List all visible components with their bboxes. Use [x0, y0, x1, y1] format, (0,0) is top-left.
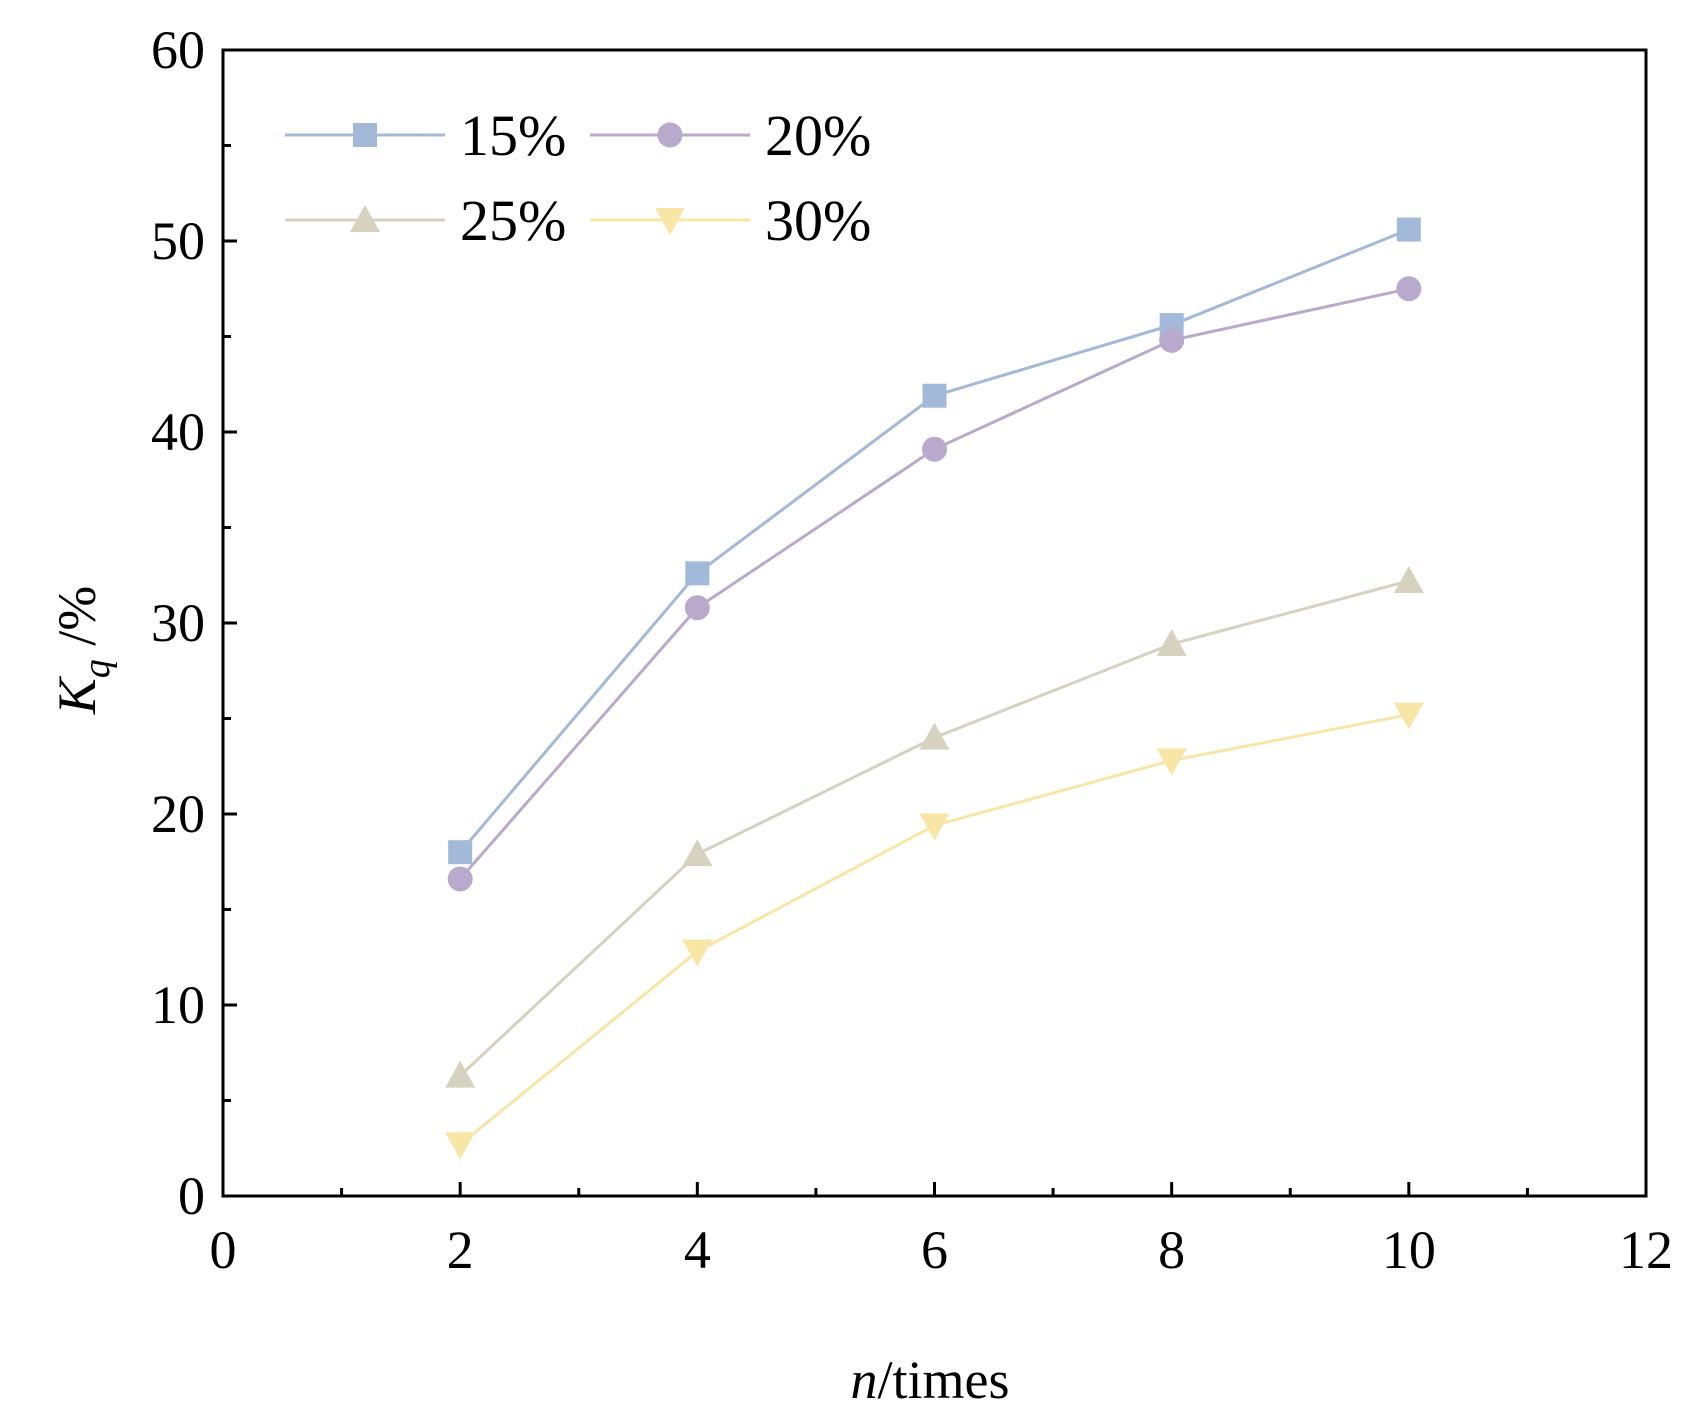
plot-frame	[221, 48, 1648, 1198]
series-line	[459, 713, 1410, 1146]
legend-label: 25%	[460, 188, 566, 253]
legend-marker	[350, 205, 380, 232]
series-4	[445, 702, 1424, 1160]
data-point	[682, 939, 713, 967]
series-line	[459, 287, 1410, 880]
data-point	[1393, 702, 1424, 730]
legend-marker	[655, 208, 685, 235]
data-point	[684, 595, 710, 621]
plot-area	[221, 48, 1648, 1198]
data-point	[1396, 276, 1422, 302]
legend: 15% 20% 25% 30%	[285, 103, 871, 253]
x-tick-label: 10	[1382, 1220, 1436, 1280]
legend-marker	[353, 123, 377, 147]
legend-item-3: 25%	[285, 188, 566, 253]
legend-label: 30%	[765, 188, 871, 253]
data-point	[919, 813, 950, 841]
y-axis-title: Kq /%	[47, 586, 118, 716]
series-layer	[445, 217, 1424, 1160]
series-3	[445, 565, 1424, 1088]
legend-label: 15%	[460, 103, 566, 168]
data-point	[922, 383, 947, 408]
x-tick-label: 12	[1619, 1220, 1673, 1280]
legend-marker	[657, 122, 683, 148]
series-1	[448, 217, 1421, 865]
data-point	[445, 1132, 476, 1160]
x-axis-title: n/times	[851, 1350, 1010, 1410]
data-point	[922, 436, 947, 462]
x-tick-label: 2	[447, 1220, 474, 1280]
y-tick-label: 60	[151, 20, 205, 80]
x-tick-label: 0	[210, 1220, 237, 1280]
y-tick-label: 40	[151, 402, 205, 462]
series-line	[459, 228, 1410, 854]
y-tick-label: 10	[151, 975, 205, 1035]
data-point	[685, 561, 710, 586]
x-axis: 0 2 4 6 8 10 12	[210, 1182, 1673, 1280]
data-point	[1159, 327, 1185, 353]
y-tick-label: 50	[151, 211, 205, 271]
y-tick-label: 30	[151, 593, 205, 653]
legend-item-1: 15%	[285, 103, 566, 168]
data-point	[1156, 629, 1187, 657]
data-point	[1396, 217, 1421, 242]
data-point	[1156, 748, 1187, 776]
series-2	[447, 276, 1422, 892]
y-tick-label: 20	[151, 784, 205, 844]
x-tick-label: 6	[921, 1220, 948, 1280]
legend-label: 20%	[765, 103, 871, 168]
data-point	[445, 1060, 476, 1088]
data-point	[1393, 565, 1424, 593]
x-tick-label: 4	[684, 1220, 711, 1280]
data-point	[919, 722, 950, 750]
y-tick-label: 0	[178, 1166, 205, 1226]
y-axis: 0 10 20 30 40 50 60	[151, 20, 237, 1226]
x-tick-label: 8	[1158, 1220, 1185, 1280]
data-point	[447, 866, 473, 892]
data-point	[682, 839, 713, 867]
legend-item-2: 20%	[590, 103, 871, 168]
data-point	[448, 840, 473, 865]
legend-item-4: 30%	[590, 188, 871, 253]
